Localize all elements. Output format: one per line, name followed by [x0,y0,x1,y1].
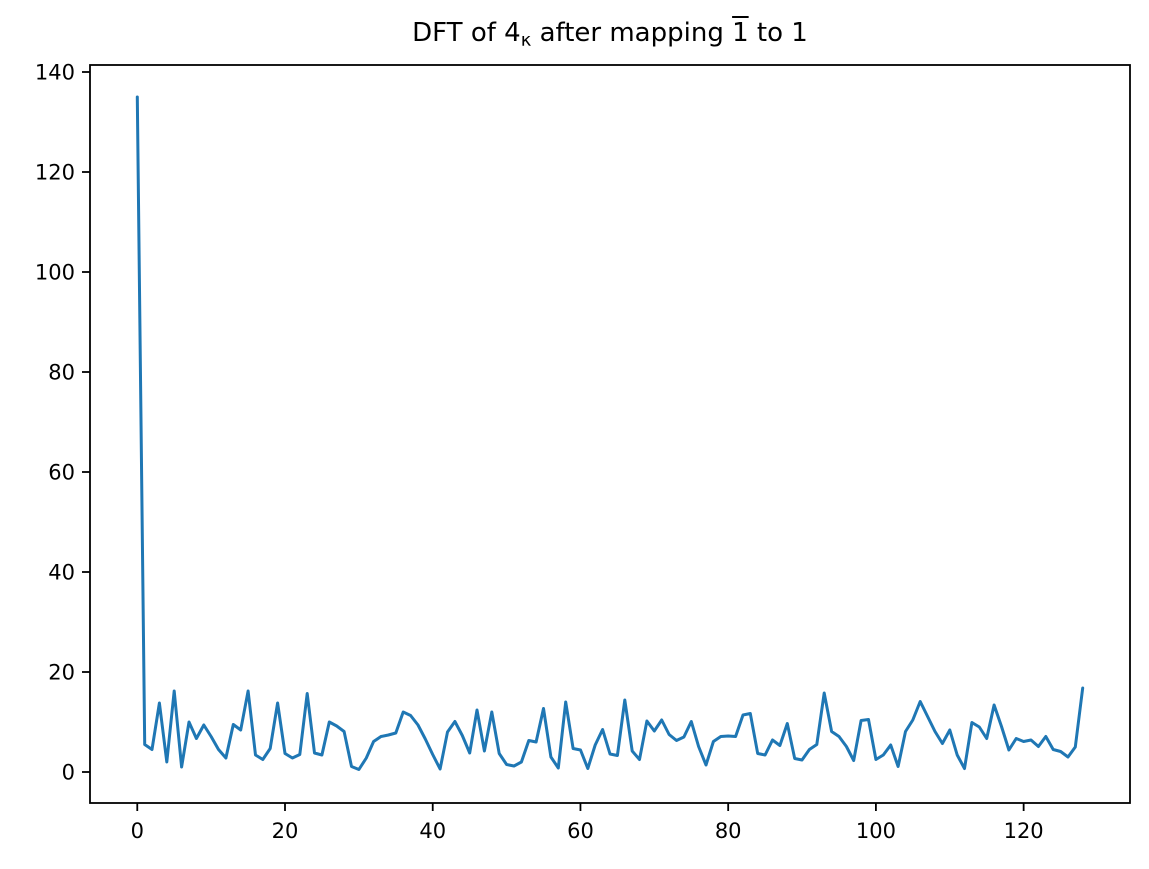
title-prefix: DFT of 4 [412,18,521,48]
x-tick-label: 100 [856,819,896,843]
chart-title: DFT of 4κ after mapping 1 to 1 [90,18,1130,51]
x-axis-ticks: 0 20 40 60 80 100 120 [131,803,1044,843]
title-kappa-subscript: κ [520,30,532,51]
y-tick-label: 60 [48,461,75,485]
title-middle: after mapping [531,18,733,48]
plot-border [89,64,1131,804]
x-tick-label: 40 [419,819,446,843]
y-tick-label: 80 [48,361,75,385]
y-tick-label: 20 [48,661,75,685]
x-tick-label: 120 [1004,819,1044,843]
y-tick-label: 100 [35,261,75,285]
y-tick-label: 120 [35,161,75,185]
x-tick-label: 80 [715,819,742,843]
x-tick-label: 20 [272,819,299,843]
data-line [135,95,1085,771]
y-tick-label: 40 [48,561,75,585]
x-tick-label: 0 [131,819,144,843]
title-suffix: to 1 [748,18,808,48]
y-tick-label: 0 [62,761,75,785]
y-tick-label: 140 [35,61,75,85]
x-tick-label: 60 [567,819,594,843]
title-overbar-one: 1 [732,18,749,48]
y-axis-ticks: 0 20 40 60 80 100 120 140 [35,61,90,785]
